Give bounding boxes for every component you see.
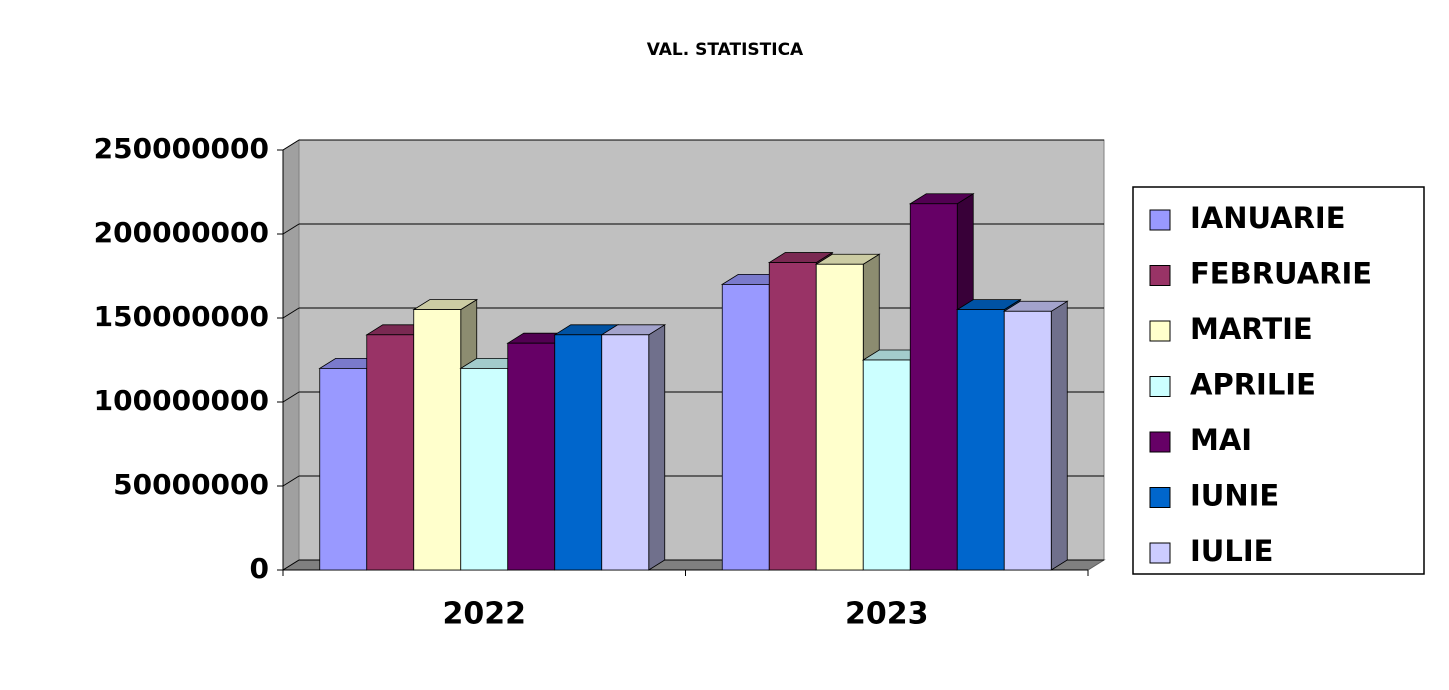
legend-box xyxy=(1132,186,1425,575)
chart-title: VAL. STATISTICA xyxy=(647,40,804,60)
bar xyxy=(721,283,770,571)
grid-line-side xyxy=(282,559,300,571)
y-tick-label: 0 xyxy=(250,552,269,585)
bar xyxy=(413,309,462,571)
legend-label: MAI xyxy=(1190,423,1252,457)
bar xyxy=(319,367,368,571)
y-tick-label: 200000000 xyxy=(94,216,269,249)
side-wall xyxy=(282,139,300,571)
legend-swatch xyxy=(1149,320,1171,342)
bar xyxy=(862,359,911,571)
y-tick-label: 50000000 xyxy=(113,468,269,501)
bar xyxy=(909,203,958,571)
grid-line-side xyxy=(282,475,300,487)
y-tick-label: 250000000 xyxy=(94,132,269,165)
legend-swatch xyxy=(1149,431,1171,453)
bar xyxy=(768,262,817,571)
legend-swatch xyxy=(1149,542,1171,564)
bar-side xyxy=(648,324,666,571)
legend-swatch xyxy=(1149,487,1171,508)
grid-line-side xyxy=(282,391,300,403)
grid-line-side xyxy=(282,223,300,235)
bar xyxy=(1003,310,1052,571)
bar xyxy=(554,334,603,571)
legend-swatch xyxy=(1149,265,1171,286)
bar-side xyxy=(1050,300,1068,571)
x-tick-label: 2022 xyxy=(443,597,527,632)
grid-line-side xyxy=(282,307,300,319)
bar xyxy=(815,263,864,571)
legend-label: IULIE xyxy=(1190,534,1273,568)
legend-label: MARTIE xyxy=(1190,312,1313,346)
bar xyxy=(601,334,650,571)
legend-swatch xyxy=(1149,209,1171,231)
legend-label: IUNIE xyxy=(1190,479,1279,513)
bar xyxy=(956,309,1005,571)
x-tick-label: 2023 xyxy=(845,597,929,632)
bar xyxy=(507,342,556,571)
y-tick-label: 150000000 xyxy=(94,300,269,333)
legend-label: FEBRUARIE xyxy=(1190,257,1372,291)
grid-line-side xyxy=(282,139,300,151)
y-tick-label: 100000000 xyxy=(94,384,269,417)
legend-swatch xyxy=(1149,376,1171,397)
legend-label: APRILIE xyxy=(1190,368,1316,402)
bar xyxy=(366,334,415,571)
legend-label: IANUARIE xyxy=(1190,201,1346,235)
bar xyxy=(460,367,509,571)
